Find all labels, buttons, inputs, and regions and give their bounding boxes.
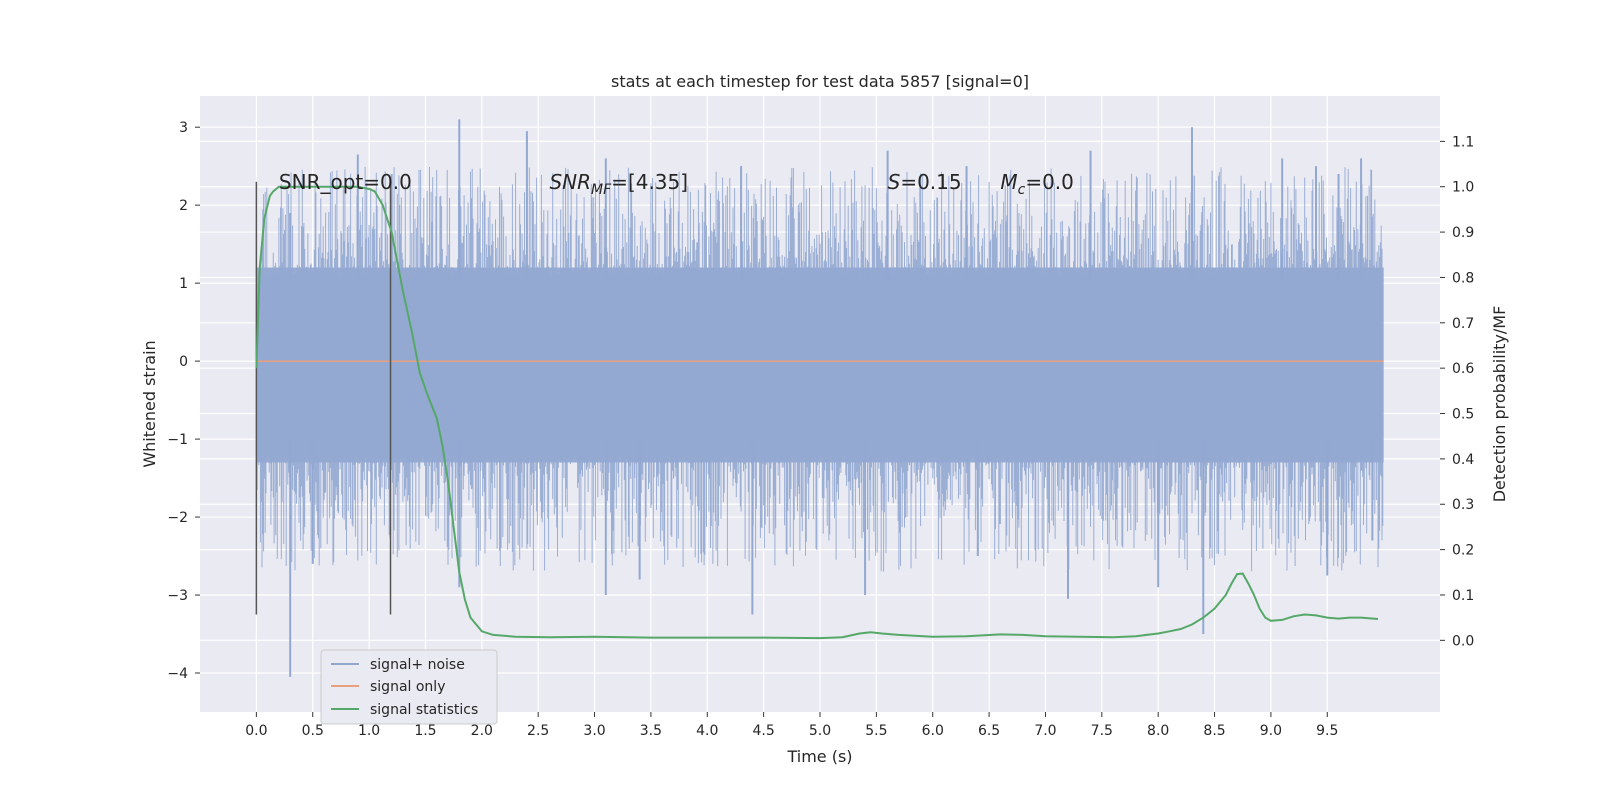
x-tick-label: 2.5 (527, 723, 549, 739)
annotation-label: SNR_opt=0.0 (279, 170, 412, 194)
y2-tick-label: 0.7 (1452, 316, 1474, 332)
y-tick-label: 1 (179, 276, 188, 292)
x-tick-label: 8.5 (1203, 723, 1225, 739)
annotation-main: SNR (549, 170, 591, 194)
y2-axis-ticks: 1.1 1.0 0.9 0.8 0.7 0.6 0.5 0.4 0.3 0.2 0.1 0.0 (1440, 134, 1474, 649)
annotation-subscript: c (1018, 182, 1026, 198)
series-signal-statistics (255, 185, 1379, 640)
vertical-markers (255, 181, 392, 615)
annotation-label: Mc=0.0 (1000, 170, 1074, 198)
annotation-main: SNR_opt=0.0 (279, 170, 412, 194)
x-tick-label: 1.0 (358, 723, 380, 739)
y2-tick-label: 1.0 (1452, 180, 1474, 196)
x-tick-label: 5.0 (809, 723, 831, 739)
annotation-label: SNRMF=[4.35] (549, 170, 688, 198)
annotation-value: =[4.35] (611, 170, 688, 194)
y-tick-label: −2 (167, 510, 188, 526)
x-tick-label: 3.5 (640, 723, 662, 739)
annotation-value: =0.15 (900, 170, 961, 194)
annotation-main: S (888, 170, 901, 194)
x-tick-label: 4.0 (696, 723, 718, 739)
y-tick-label: −1 (167, 432, 188, 448)
annotations: SNR_opt=0.0 SNRMF=[4.35] S=0.15 Mc=0.0 (279, 170, 1074, 198)
x-tick-label: 9.0 (1260, 723, 1282, 739)
x-tick-label: 6.5 (978, 723, 1000, 739)
y-tick-label: 0 (179, 354, 188, 370)
y2-tick-label: 0.3 (1452, 497, 1474, 513)
y2-tick-label: 0.0 (1452, 633, 1474, 649)
legend-label-signal-statistics: signal statistics (370, 702, 478, 718)
y2-tick-label: 1.1 (1452, 134, 1474, 150)
x-tick-label: 9.5 (1316, 723, 1338, 739)
chart-title: stats at each timestep for test data 585… (611, 72, 1029, 91)
x-tick-label: 7.5 (1091, 723, 1113, 739)
y2-tick-label: 0.5 (1452, 407, 1474, 423)
y2-tick-label: 0.1 (1452, 588, 1474, 604)
y2-tick-label: 0.8 (1452, 270, 1474, 286)
x-tick-label: 2.0 (471, 723, 493, 739)
x-axis-title: Time (s) (786, 747, 852, 766)
annotation-value: =0.0 (1025, 170, 1074, 194)
x-tick-label: 6.0 (922, 723, 944, 739)
legend: signal+ noise signal only signal statist… (320, 649, 498, 725)
series-signal-noise (255, 119, 1384, 677)
annotation-subscript: MF (591, 182, 612, 198)
x-axis-ticks: 0.0 0.5 1.0 1.5 2.0 2.5 3.0 3.5 4.0 4.5 5.0 5.5 6.0 6… (245, 712, 1338, 739)
annotation-label: S=0.15 (888, 170, 962, 194)
legend-label-signal-noise: signal+ noise (370, 657, 465, 673)
legend-box (320, 649, 498, 725)
x-tick-label: 4.5 (753, 723, 775, 739)
y-tick-label: 3 (179, 120, 188, 136)
x-tick-label: 5.5 (865, 723, 887, 739)
signal-statistics-line (255, 185, 1379, 640)
y-axis-ticks: 3 2 1 0 −1 −2 −3 −4 (167, 120, 200, 682)
x-tick-label: 7.0 (1034, 723, 1056, 739)
x-tick-label: 8.0 (1147, 723, 1169, 739)
y2-axis-title: Detection probability/MF (1490, 306, 1509, 503)
x-tick-label: 3.0 (583, 723, 605, 739)
y2-tick-label: 0.9 (1452, 225, 1474, 241)
y2-tick-label: 0.4 (1452, 452, 1474, 468)
y-axis-title: Whitened strain (140, 340, 159, 467)
x-tick-label: 0.0 (245, 723, 267, 739)
y-tick-label: −3 (167, 588, 188, 604)
x-tick-label: 0.5 (302, 723, 324, 739)
y2-tick-label: 0.2 (1452, 543, 1474, 559)
y-tick-label: 2 (179, 198, 188, 214)
y-tick-label: −4 (167, 666, 188, 682)
annotation-main: M (1000, 170, 1017, 194)
x-tick-label: 1.5 (414, 723, 436, 739)
y2-tick-label: 0.6 (1452, 361, 1474, 377)
legend-label-signal-only: signal only (370, 679, 445, 695)
